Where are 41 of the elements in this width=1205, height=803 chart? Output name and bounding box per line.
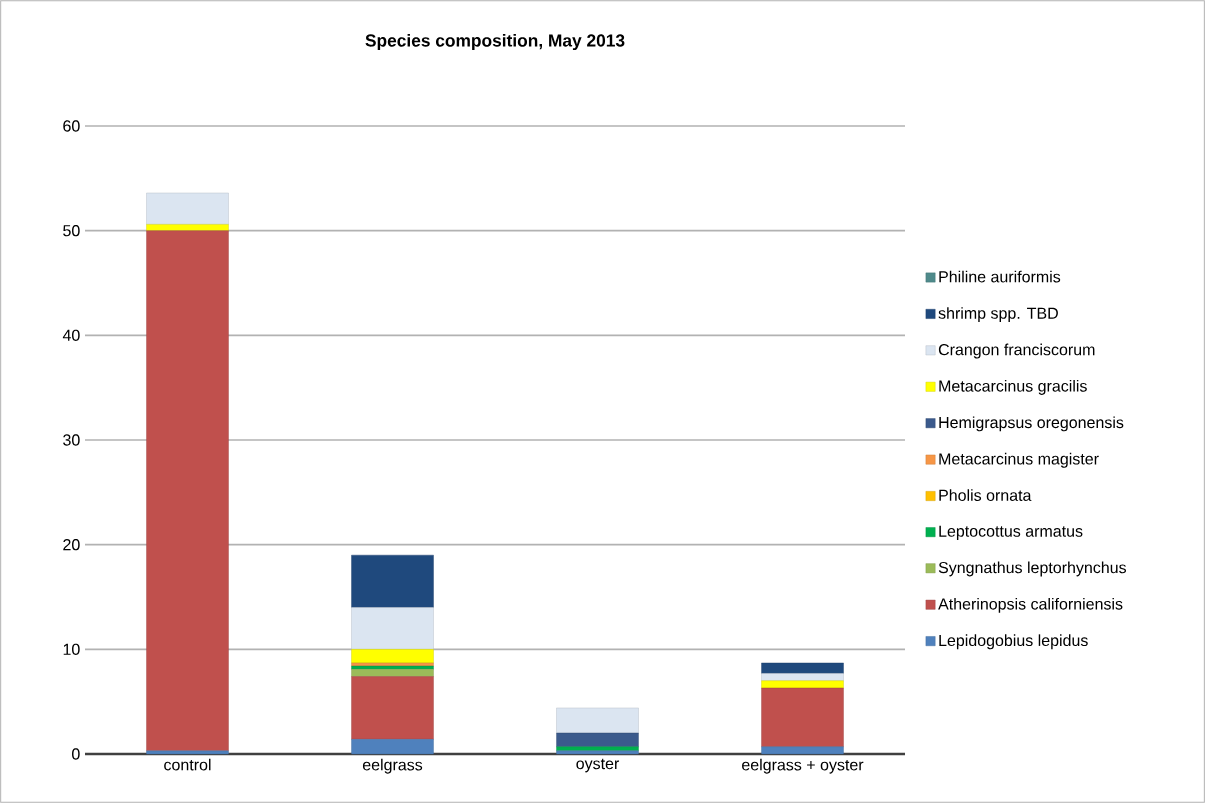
bar	[556, 732, 639, 747]
y-tick-label: 0	[72, 748, 80, 760]
bar	[761, 673, 844, 681]
bar	[761, 746, 844, 755]
bar	[351, 739, 434, 755]
x-tick-label: oyster	[576, 758, 620, 773]
legend-label: Pholis ornata	[939, 489, 1032, 501]
bar	[556, 750, 639, 755]
legend-label: Philine auriformis	[939, 270, 1061, 283]
bar	[761, 680, 844, 689]
legend-label: Syngnathus leptorhynchus	[938, 561, 1127, 577]
legend-label: Metacarcinus magister	[939, 452, 1099, 468]
y-tick-label: 50	[63, 225, 80, 237]
bar	[351, 669, 434, 677]
bar	[556, 707, 639, 734]
legend-label: Hemigrapsus oregonensis	[939, 416, 1124, 432]
bar	[761, 662, 844, 674]
bar	[146, 224, 229, 231]
bar	[761, 687, 844, 747]
chart-title: Species composition, May 2013	[365, 33, 625, 51]
bar	[146, 230, 229, 752]
y-tick-label: 20	[63, 539, 80, 551]
legend-label: Lepidogobius lepidus	[939, 634, 1088, 650]
y-tick-label: 60	[63, 120, 80, 132]
bar	[146, 750, 229, 755]
legend-label: shrimp spp. TBD	[938, 307, 1058, 323]
x-tick-label: control	[164, 758, 211, 771]
y-tick-label: 40	[62, 329, 80, 341]
y-tick-label: 10	[63, 643, 80, 655]
bar	[146, 192, 229, 225]
x-tick-label: eelgrass	[362, 758, 423, 774]
legend-label: Leptocottus armatus	[939, 525, 1083, 540]
bar	[351, 554, 434, 608]
bar	[351, 649, 434, 664]
legend-label: Metacarcinus gracilis	[939, 379, 1087, 395]
x-tick-label: eelgrass + oyster	[742, 758, 864, 774]
bar	[351, 676, 434, 740]
legend-label: Crangon franciscorum	[938, 343, 1095, 359]
y-tick-label: 30	[63, 434, 80, 446]
bar	[351, 607, 434, 650]
legend-label: Atherinopsis californiensis	[938, 597, 1123, 613]
